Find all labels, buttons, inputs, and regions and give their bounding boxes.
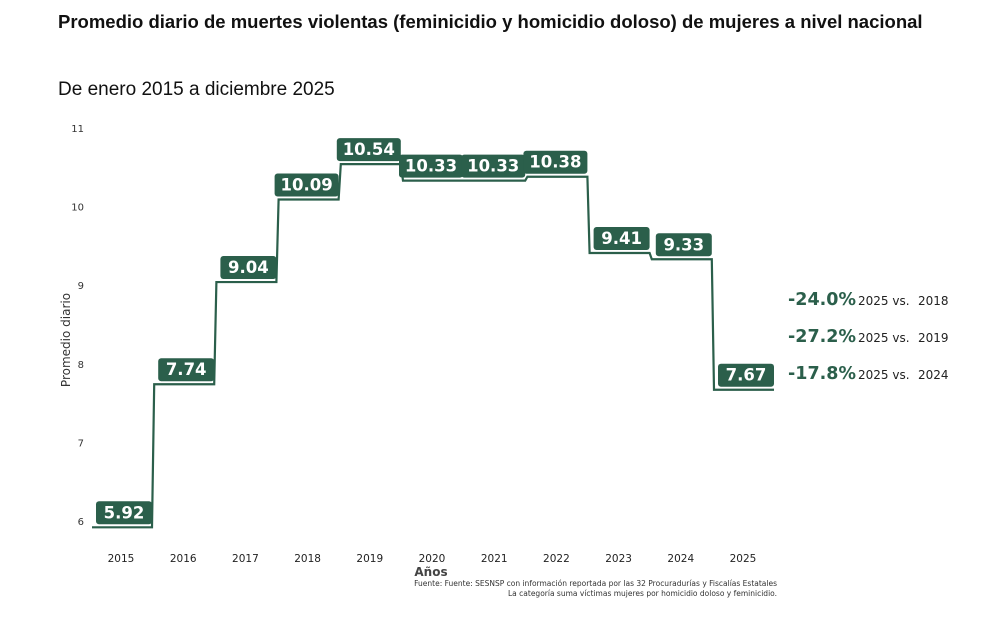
data-label-box bbox=[274, 173, 339, 197]
data-label-box bbox=[399, 154, 463, 178]
comparison-text: 2025 vs. bbox=[858, 294, 910, 308]
data-label-box bbox=[461, 154, 526, 178]
comparison-year: 2018 bbox=[918, 294, 949, 308]
data-label: 7.67 bbox=[718, 363, 774, 387]
data-label-box bbox=[655, 233, 712, 257]
y-tick-label: 6 bbox=[78, 517, 84, 528]
x-tick-label: 2019 bbox=[356, 553, 383, 565]
data-label-text: 10.54 bbox=[343, 140, 395, 159]
comparison-text: 2025 vs. bbox=[858, 331, 910, 345]
data-label-text: 9.04 bbox=[228, 258, 269, 277]
x-tick-label: 2016 bbox=[170, 553, 197, 565]
data-label: 10.33 bbox=[399, 154, 463, 178]
x-tick-label: 2021 bbox=[481, 553, 508, 565]
data-label-box bbox=[158, 358, 215, 382]
comparison-annotation: -17.8% 2025 vs. 2024 bbox=[788, 364, 949, 384]
source-line-1: Fuente: Fuente: SESNSP con información r… bbox=[414, 579, 777, 588]
data-label-box bbox=[336, 138, 401, 162]
y-tick-label: 7 bbox=[78, 438, 84, 449]
data-label-box bbox=[593, 226, 650, 250]
x-tick-label: 2025 bbox=[730, 553, 757, 565]
data-label-box bbox=[96, 501, 152, 525]
data-label-text: 7.74 bbox=[166, 360, 207, 379]
data-label: 9.41 bbox=[593, 226, 650, 250]
series-line bbox=[92, 163, 774, 529]
comparison-text: 2025 vs. bbox=[858, 368, 910, 382]
y-tick-label: 11 bbox=[71, 124, 84, 135]
data-label: 10.38 bbox=[523, 150, 588, 174]
comparison-annotation: -24.0% 2025 vs. 2018 bbox=[788, 290, 949, 310]
data-label: 7.74 bbox=[158, 358, 215, 382]
data-label: 5.92 bbox=[96, 501, 152, 525]
data-label-text: 10.33 bbox=[467, 157, 519, 176]
x-tick-label: 2022 bbox=[543, 553, 570, 565]
y-tick-label: 8 bbox=[78, 360, 84, 371]
chart-subtitle: De enero 2015 a diciembre 2025 bbox=[58, 79, 335, 100]
data-label-box bbox=[220, 256, 277, 280]
data-label: 9.33 bbox=[655, 233, 712, 257]
x-tick-label: 2024 bbox=[667, 553, 694, 565]
comparison-year: 2019 bbox=[918, 331, 949, 345]
y-tick-label: 10 bbox=[71, 203, 84, 214]
x-tick-label: 2017 bbox=[232, 553, 259, 565]
data-label-text: 5.92 bbox=[104, 503, 145, 522]
x-tick-label: 2015 bbox=[108, 553, 135, 565]
comparison-year: 2024 bbox=[918, 368, 949, 382]
comparison-annotation: -27.2% 2025 vs. 2019 bbox=[788, 327, 949, 347]
data-label-text: 10.38 bbox=[529, 153, 581, 172]
x-tick-label: 2020 bbox=[419, 553, 446, 565]
x-axis-label: Años bbox=[414, 565, 447, 579]
data-label-text: 7.67 bbox=[726, 366, 767, 385]
data-label-box bbox=[523, 150, 588, 174]
comparison-percent: -24.0% bbox=[788, 290, 856, 310]
comparison-percent: -17.8% bbox=[788, 364, 856, 384]
x-tick-label: 2018 bbox=[294, 553, 321, 565]
data-label: 10.33 bbox=[461, 154, 526, 178]
data-label-text: 9.33 bbox=[663, 235, 704, 254]
y-axis-label: Promedio diario bbox=[59, 293, 73, 387]
data-label-text: 10.09 bbox=[280, 176, 332, 195]
data-label: 9.04 bbox=[220, 256, 277, 280]
data-label-box bbox=[718, 363, 774, 387]
source-line-2: La categoría suma víctimas mujeres por h… bbox=[508, 589, 777, 598]
data-label: 10.54 bbox=[336, 138, 401, 162]
data-label-text: 10.33 bbox=[405, 157, 457, 176]
data-label-text: 9.41 bbox=[601, 229, 642, 248]
x-tick-label: 2023 bbox=[605, 553, 632, 565]
chart-title: Promedio diario de muertes violentas (fe… bbox=[58, 11, 923, 32]
comparison-percent: -27.2% bbox=[788, 327, 856, 347]
data-label: 10.09 bbox=[274, 173, 339, 197]
y-tick-label: 9 bbox=[78, 281, 84, 292]
